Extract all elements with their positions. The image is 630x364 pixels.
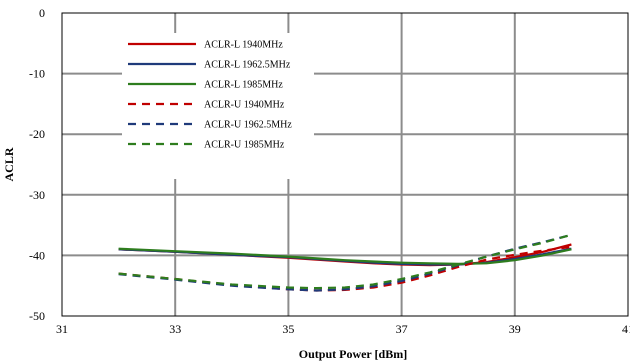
series-line-aclr-u-1985mhz — [118, 233, 572, 290]
x-tick-label: 33 — [169, 322, 181, 336]
series-line-aclr-u-1962-5mhz — [118, 233, 572, 292]
y-tick-label: -10 — [29, 67, 45, 81]
legend-label: ACLR-U 1985MHz — [204, 140, 285, 151]
legend-label: ACLR-L 1940MHz — [204, 40, 283, 51]
legend-background — [122, 33, 314, 179]
x-axis-title: Output Power [dBm] — [299, 347, 407, 361]
legend-label: ACLR-U 1962.5MHz — [204, 120, 292, 131]
tick-labels: 0 -10 -20 -30 -40 -50 31 33 35 37 39 41 — [29, 6, 630, 336]
series-line-aclr-l-1985mhz — [118, 247, 572, 265]
legend: ACLR-L 1940MHz ACLR-L 1962.5MHz ACLR-L 198… — [122, 33, 314, 179]
x-tick-label: 37 — [396, 322, 408, 336]
y-tick-label: -40 — [29, 248, 45, 262]
series-line-aclr-u-1940mhz — [118, 245, 572, 292]
y-tick-label: -20 — [29, 127, 45, 141]
series-lines — [118, 233, 572, 292]
y-tick-label: -30 — [29, 188, 45, 202]
y-tick-label: 0 — [39, 6, 45, 20]
x-tick-label: 39 — [509, 322, 521, 336]
legend-label: ACLR-U 1940MHz — [204, 100, 285, 111]
x-tick-label: 35 — [282, 322, 294, 336]
y-tick-label: -50 — [29, 309, 45, 323]
legend-label: ACLR-L 1985MHz — [204, 80, 283, 91]
y-axis-title: ACLR — [2, 147, 16, 181]
x-tick-label: 31 — [56, 322, 68, 336]
legend-label: ACLR-L 1962.5MHz — [204, 60, 291, 71]
x-tick-label: 41 — [622, 322, 630, 336]
plot-area-frame — [61, 12, 629, 317]
